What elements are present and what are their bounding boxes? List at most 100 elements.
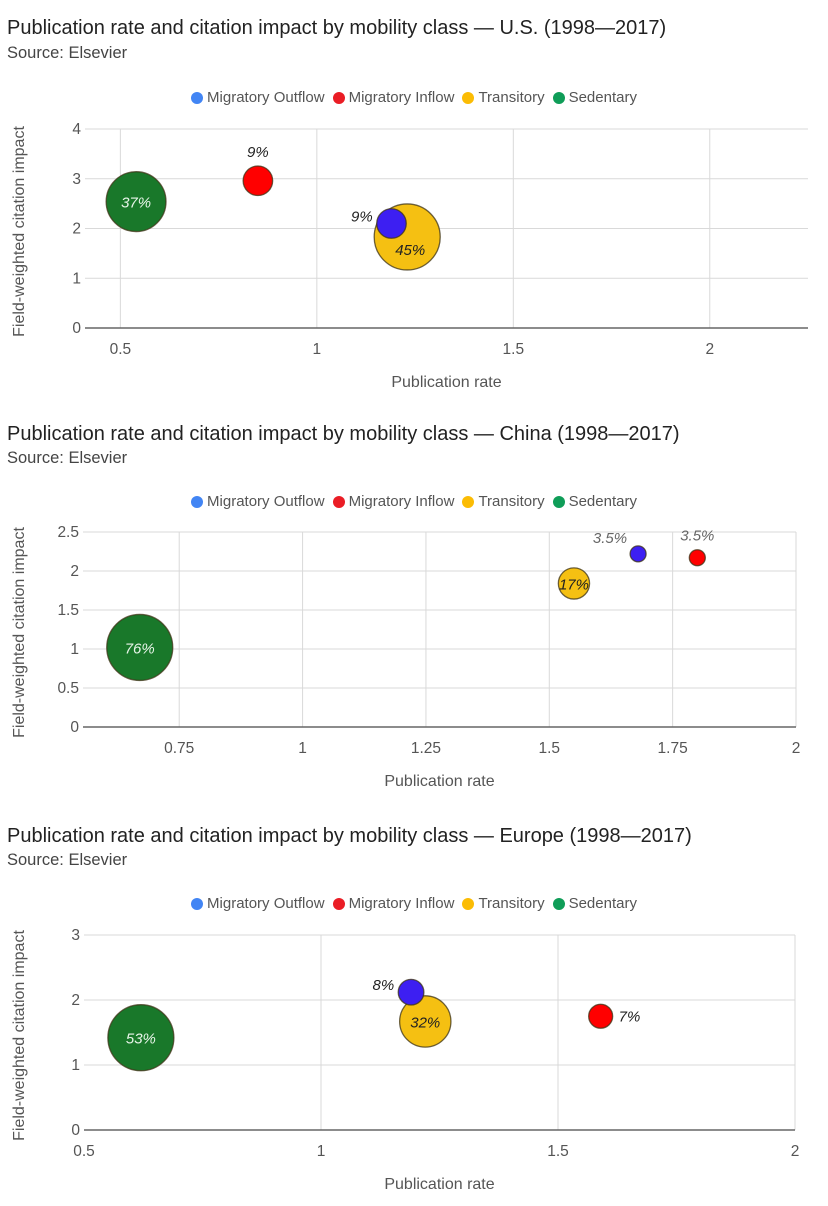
chart-title: Publication rate and citation impact by … bbox=[7, 17, 667, 39]
chart-legend: Migratory Outflow Migratory Inflow Trans… bbox=[0, 895, 828, 912]
bubble-mark-migratory-outflow[interactable] bbox=[397, 978, 425, 1006]
bubble-migratory-outflow[interactable]: 3.5% bbox=[593, 530, 647, 563]
data-label: 37% bbox=[121, 195, 151, 212]
x-axis-title: Publication rate bbox=[391, 374, 501, 391]
y-tick-label: 2 bbox=[71, 992, 80, 1009]
y-axis-title: Field-weighted citation impact bbox=[11, 527, 28, 738]
bubble-mark-sedentary[interactable] bbox=[105, 171, 167, 233]
x-tick-label: 2 bbox=[792, 740, 801, 757]
data-label: 8% bbox=[373, 977, 395, 994]
legend-label: Sedentary bbox=[568, 895, 637, 912]
bubble-mark-migratory-inflow[interactable] bbox=[242, 165, 274, 197]
bubble-mark-migratory-outflow[interactable] bbox=[629, 545, 647, 563]
legend-label: Migratory Inflow bbox=[348, 493, 455, 510]
legend-dot-icon bbox=[552, 495, 565, 508]
bubble-chart-china: 0 0.5 1 1.5 2 2.5 0.75 1 1.25 1.5 1.75 2 Publication… bbox=[11, 524, 801, 790]
bubble-mark-transitory[interactable] bbox=[557, 567, 591, 600]
data-label: 3.5% bbox=[593, 530, 627, 547]
legend-item-transitory[interactable]: Transitory bbox=[462, 493, 545, 510]
legend-item-migratory-outflow[interactable]: Migratory Outflow bbox=[191, 895, 325, 912]
y-tick-label: 2 bbox=[70, 563, 79, 580]
x-tick-label: 1 bbox=[313, 341, 322, 358]
data-label: 45% bbox=[395, 242, 425, 259]
bubble-migratory-inflow[interactable]: 7% bbox=[588, 1003, 641, 1029]
x-tick-label: 1.75 bbox=[658, 740, 688, 757]
legend-item-migratory-inflow[interactable]: Migratory Inflow bbox=[332, 895, 455, 912]
legend-label: Sedentary bbox=[568, 493, 637, 510]
x-axis-title: Publication rate bbox=[384, 773, 494, 790]
data-label: 9% bbox=[351, 209, 373, 226]
y-tick-label: 4 bbox=[72, 121, 81, 138]
x-tick-label: 1.5 bbox=[547, 1143, 569, 1160]
legend-item-migratory-outflow[interactable]: Migratory Outflow bbox=[191, 493, 325, 510]
bubble-chart-us: 0 1 2 3 4 0.5 1 1.5 2 Publication rate Field-weigh… bbox=[11, 121, 808, 391]
legend-label: Migratory Outflow bbox=[207, 493, 325, 510]
legend-item-migratory-inflow[interactable]: Migratory Inflow bbox=[332, 493, 455, 510]
y-tick-label: 1.5 bbox=[57, 602, 79, 619]
x-tick-label: 1.5 bbox=[539, 740, 561, 757]
y-tick-label: 1 bbox=[70, 641, 79, 658]
legend-dot-icon bbox=[462, 495, 475, 508]
bubble-mark-migratory-inflow[interactable] bbox=[588, 1003, 614, 1029]
legend-label: Sedentary bbox=[568, 89, 637, 106]
data-label: 17% bbox=[559, 576, 589, 593]
data-label: 7% bbox=[619, 1008, 641, 1025]
legend-dot-icon bbox=[552, 897, 565, 910]
bubble-sedentary[interactable]: 53% bbox=[107, 1004, 175, 1072]
y-tick-label: 2 bbox=[72, 221, 81, 238]
bubble-mark-transitory[interactable] bbox=[398, 995, 452, 1048]
y-tick-label: 3 bbox=[71, 927, 80, 944]
y-tick-label: 1 bbox=[72, 270, 81, 287]
y-tick-label: 3 bbox=[72, 171, 81, 188]
y-axis-title: Field-weighted citation impact bbox=[11, 126, 28, 337]
legend-dot-icon bbox=[191, 495, 204, 508]
bubble-mark-migratory-outflow[interactable] bbox=[376, 208, 407, 239]
bubble-sedentary[interactable]: 37% bbox=[105, 171, 167, 233]
bubble-mark-migratory-inflow[interactable] bbox=[688, 549, 706, 567]
legend-dot-icon bbox=[332, 91, 345, 104]
bubble-transitory[interactable]: 17% bbox=[557, 567, 591, 600]
chart-panel-china: Publication rate and citation impact by … bbox=[0, 423, 828, 790]
bubble-migratory-inflow[interactable]: 3.5% bbox=[680, 528, 714, 567]
legend-dot-icon bbox=[462, 91, 475, 104]
x-tick-label: 2 bbox=[705, 341, 714, 358]
data-label: 76% bbox=[125, 640, 155, 657]
legend-item-sedentary[interactable]: Sedentary bbox=[552, 89, 637, 106]
legend-item-transitory[interactable]: Transitory bbox=[462, 895, 545, 912]
bubble-mark-sedentary[interactable] bbox=[107, 1004, 175, 1072]
legend-label: Migratory Inflow bbox=[348, 895, 455, 912]
legend-dot-icon bbox=[191, 91, 204, 104]
x-axis-title: Publication rate bbox=[384, 1176, 494, 1193]
legend-item-transitory[interactable]: Transitory bbox=[462, 89, 545, 106]
bubble-migratory-outflow[interactable]: 8% bbox=[373, 977, 425, 1006]
y-tick-label: 0.5 bbox=[57, 680, 79, 697]
x-tick-label: 1 bbox=[298, 740, 307, 757]
legend-item-sedentary[interactable]: Sedentary bbox=[552, 895, 637, 912]
bubble-transitory[interactable]: 32% bbox=[398, 995, 452, 1048]
data-label: 53% bbox=[126, 1031, 156, 1048]
x-tick-label: 1.5 bbox=[503, 341, 525, 358]
chart-legend: Migratory Outflow Migratory Inflow Trans… bbox=[0, 493, 828, 510]
y-tick-label: 2.5 bbox=[57, 524, 79, 541]
legend-label: Migratory Inflow bbox=[348, 89, 455, 106]
y-tick-label: 0 bbox=[72, 320, 81, 337]
legend-dot-icon bbox=[462, 897, 475, 910]
chart-subtitle: Source: Elsevier bbox=[7, 44, 128, 62]
y-tick-label: 1 bbox=[71, 1057, 80, 1074]
legend-label: Migratory Outflow bbox=[207, 89, 325, 106]
legend-item-sedentary[interactable]: Sedentary bbox=[552, 493, 637, 510]
legend-item-migratory-outflow[interactable]: Migratory Outflow bbox=[191, 89, 325, 106]
bubble-sedentary[interactable]: 76% bbox=[106, 613, 174, 682]
bubble-migratory-inflow[interactable]: 9% bbox=[242, 144, 274, 197]
chart-legend: Migratory Outflow Migratory Inflow Trans… bbox=[0, 89, 828, 106]
bubble-migratory-outflow[interactable]: 9% bbox=[351, 208, 407, 239]
bubble-mark-sedentary[interactable] bbox=[106, 613, 174, 682]
legend-label: Transitory bbox=[478, 89, 545, 106]
legend-dot-icon bbox=[191, 897, 204, 910]
legend-item-migratory-inflow[interactable]: Migratory Inflow bbox=[332, 89, 455, 106]
x-tick-label: 2 bbox=[791, 1143, 800, 1160]
chart-panel-us: Publication rate and citation impact by … bbox=[0, 0, 828, 410]
legend-label: Transitory bbox=[478, 493, 545, 510]
